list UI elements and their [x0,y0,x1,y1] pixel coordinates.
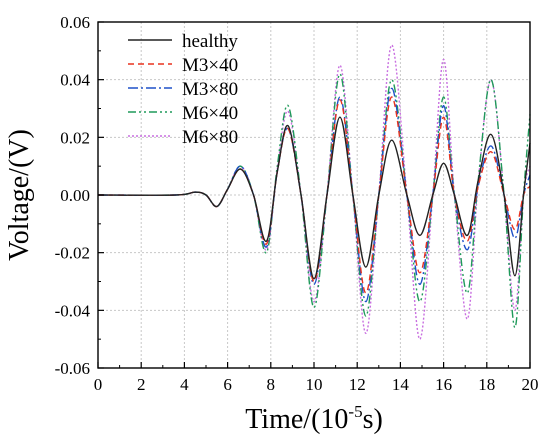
x-tick-label: 4 [180,375,189,394]
x-axis-title-end: s) [363,404,383,435]
x-axis-title: Time/(10-5s) [245,402,383,435]
legend: healthy M3×40 M3×80 M6×40 M6×80 [128,31,238,148]
y-tick-label: 0.02 [60,128,90,147]
y-tick-label: 0.00 [60,186,90,205]
y-tick-label: -0.06 [55,359,90,378]
x-tick-label: 6 [223,375,232,394]
legend-label-healthy: healthy [182,31,238,52]
x-tick-label: 8 [267,375,276,394]
y-tick-label: -0.04 [55,301,91,320]
x-tick-label: 12 [349,375,366,394]
y-tick-label: -0.02 [55,244,90,263]
x-tick-label: 10 [306,375,323,394]
y-tick-label: 0.04 [60,71,90,90]
series-line-healthy [97,116,531,280]
x-axis-title-main: Time/(10 [245,404,348,435]
x-tick-label: 0 [94,375,103,394]
x-axis-title-superscript: -5 [348,402,362,421]
series-line-m3-40 [97,96,531,294]
series-line-m6-40 [97,73,531,329]
x-tick-label: 2 [137,375,146,394]
legend-label-m6-40: M6×40 [182,103,238,124]
x-tick-label: 16 [435,375,452,394]
legend-label-m3-40: M3×40 [182,55,238,76]
x-tick-label: 20 [522,375,539,394]
x-tick-label: 14 [392,375,410,394]
legend-label-m6-80: M6×80 [182,127,238,148]
y-axis-title: Voltage/(V) [4,129,35,261]
ticks: 0 2 4 6 8 10 12 14 16 18 20 -0.06 -0.04 -0.02 0.00 0.02… [55,13,539,394]
x-tick-label: 18 [478,375,495,394]
legend-label-m3-80: M3×80 [182,79,238,100]
series-layer [97,44,531,340]
y-tick-label: 0.06 [60,13,90,32]
